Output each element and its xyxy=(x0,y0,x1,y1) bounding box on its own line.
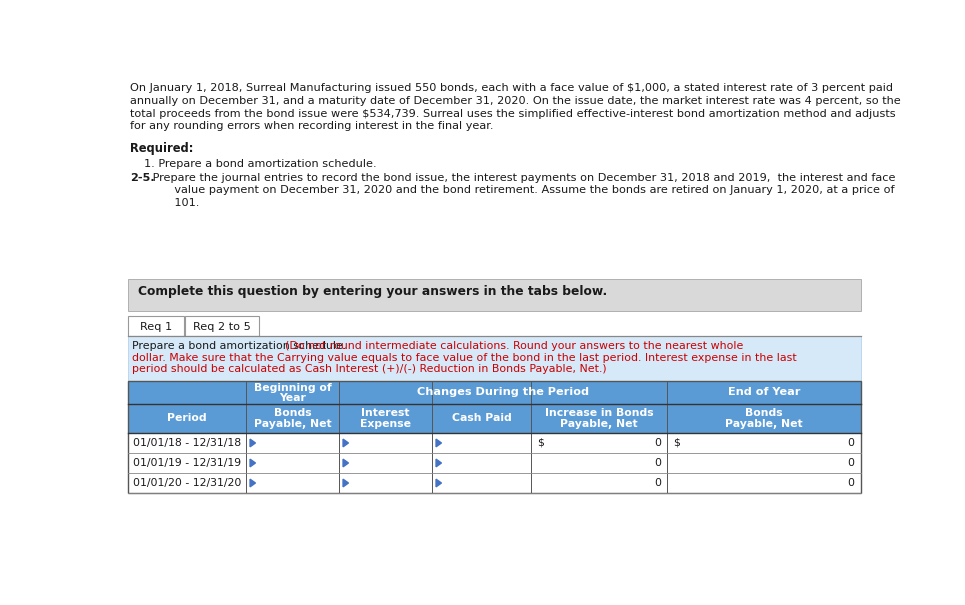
Text: Req 2 to 5: Req 2 to 5 xyxy=(193,322,251,332)
Text: $: $ xyxy=(538,438,544,448)
Text: 0: 0 xyxy=(847,478,855,488)
Text: value payment on December 31, 2020 and the bond retirement. Assume the bonds are: value payment on December 31, 2020 and t… xyxy=(150,185,895,195)
Bar xyxy=(128,279,861,312)
Text: Period: Period xyxy=(168,413,207,424)
Polygon shape xyxy=(250,479,256,487)
Text: period should be calculated as Cash Interest (+)/(-) Reduction in Bonds Payable,: period should be calculated as Cash Inte… xyxy=(132,364,607,374)
Polygon shape xyxy=(250,439,256,447)
Text: Interest: Interest xyxy=(362,408,410,418)
Text: 0: 0 xyxy=(847,458,855,468)
Text: Req 1: Req 1 xyxy=(140,322,173,332)
Text: $: $ xyxy=(674,438,680,448)
Text: 0: 0 xyxy=(654,438,661,448)
Text: End of Year: End of Year xyxy=(728,387,800,397)
Text: annually on December 31, and a maturity date of December 31, 2020. On the issue : annually on December 31, and a maturity … xyxy=(130,96,900,106)
Text: dollar. Make sure that the Carrying value equals to face value of the bond in th: dollar. Make sure that the Carrying valu… xyxy=(132,353,797,363)
Text: Payable, Net: Payable, Net xyxy=(561,419,638,429)
Text: 01/01/19 - 12/31/19: 01/01/19 - 12/31/19 xyxy=(133,458,241,468)
Text: Payable, Net: Payable, Net xyxy=(254,419,332,429)
Polygon shape xyxy=(436,459,441,467)
Text: 0: 0 xyxy=(847,438,855,448)
Bar xyxy=(128,381,861,493)
Text: Required:: Required: xyxy=(130,142,193,155)
Text: 0: 0 xyxy=(654,478,661,488)
Text: On January 1, 2018, Surreal Manufacturing issued 550 bonds, each with a face val: On January 1, 2018, Surreal Manufacturin… xyxy=(130,83,893,93)
Bar xyxy=(128,381,861,493)
Text: Cash Paid: Cash Paid xyxy=(452,413,511,424)
Text: 01/01/18 - 12/31/18: 01/01/18 - 12/31/18 xyxy=(133,438,241,448)
Text: total proceeds from the bond issue were $534,739. Surreal uses the simplified ef: total proceeds from the bond issue were … xyxy=(130,109,896,119)
Polygon shape xyxy=(436,439,441,447)
Bar xyxy=(128,404,861,433)
Polygon shape xyxy=(436,479,441,487)
Text: Payable, Net: Payable, Net xyxy=(725,419,803,429)
Bar xyxy=(185,316,260,336)
Text: 01/01/20 - 12/31/20: 01/01/20 - 12/31/20 xyxy=(133,478,241,488)
Polygon shape xyxy=(250,459,256,467)
Bar xyxy=(128,316,184,336)
Text: (Do not round intermediate calculations. Round your answers to the nearest whole: (Do not round intermediate calculations.… xyxy=(285,341,743,352)
Text: Year: Year xyxy=(279,393,306,402)
Text: Bonds: Bonds xyxy=(745,408,783,418)
Text: 0: 0 xyxy=(654,458,661,468)
Bar xyxy=(128,336,861,381)
Polygon shape xyxy=(343,479,348,487)
Text: Increase in Bonds: Increase in Bonds xyxy=(545,408,653,418)
Polygon shape xyxy=(343,439,348,447)
Text: 2-5.: 2-5. xyxy=(130,172,154,183)
Text: Bonds: Bonds xyxy=(274,408,312,418)
Text: Changes During the Period: Changes During the Period xyxy=(417,387,590,397)
Text: Prepare a bond amortization schedule.: Prepare a bond amortization schedule. xyxy=(132,341,350,352)
Text: Complete this question by entering your answers in the tabs below.: Complete this question by entering your … xyxy=(138,285,607,298)
Text: 1. Prepare a bond amortization schedule.: 1. Prepare a bond amortization schedule. xyxy=(144,159,376,169)
Bar xyxy=(128,381,861,404)
Text: for any rounding errors when recording interest in the final year.: for any rounding errors when recording i… xyxy=(130,122,493,131)
Text: 101.: 101. xyxy=(150,198,200,208)
Text: Beginning of: Beginning of xyxy=(254,384,332,393)
Polygon shape xyxy=(343,459,348,467)
Text: Expense: Expense xyxy=(360,419,411,429)
Text: Prepare the journal entries to record the bond issue, the interest payments on D: Prepare the journal entries to record th… xyxy=(150,172,896,183)
